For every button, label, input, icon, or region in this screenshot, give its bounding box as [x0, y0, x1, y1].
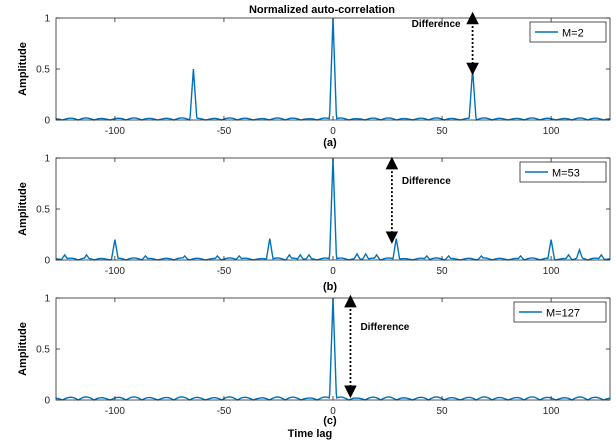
difference-label: Difference — [360, 322, 409, 333]
y-tick-label: 0 — [44, 256, 50, 267]
x-tick-label: 100 — [543, 266, 560, 277]
difference-label: Difference — [402, 176, 451, 187]
chart-panels: -100 -50 0 50 10000.51Amplitude(a)M=2Differe… — [17, 11, 611, 427]
legend-box — [529, 21, 607, 43]
x-tick-label: 0 — [330, 406, 336, 417]
x-tick-label: -50 — [217, 266, 232, 277]
y-tick-label: 0 — [44, 396, 50, 407]
x-tick-label: 50 — [436, 266, 448, 277]
panel-label: (c) — [323, 415, 337, 427]
legend-label: M=53 — [552, 168, 580, 180]
y-tick-label: 0 — [44, 116, 50, 127]
x-tick-label: 50 — [436, 126, 448, 137]
x-axis-label: Time lag — [288, 428, 332, 440]
legend-box — [513, 301, 607, 323]
y-tick-label: 1 — [44, 154, 50, 165]
panel-b: -100 -50 0 50 100 0 0.5 1 Amplitude (b) M=53 Differ… — [17, 154, 611, 293]
x-tick-label: 100 — [543, 126, 560, 137]
panel-a: -100 -50 0 50 100 0 0.5 1 Amplitude (a) M=2 Differe… — [17, 11, 611, 149]
y-axis-label: Amplitude — [17, 322, 29, 376]
y-tick-label: 0.5 — [36, 205, 50, 216]
legend-label: M=127 — [546, 308, 580, 320]
panel-label: (b) — [323, 281, 337, 293]
legend-label: M=2 — [562, 28, 584, 40]
x-tick-label: -100 — [105, 406, 125, 417]
x-tick-label: 0 — [330, 266, 336, 277]
panel-label: (a) — [323, 137, 337, 149]
x-tick-label: -50 — [217, 406, 232, 417]
y-axis-label: Amplitude — [17, 182, 29, 236]
chart-title: Normalized auto-correlation — [249, 4, 395, 16]
y-tick-label: 1 — [44, 14, 50, 25]
x-tick-label: -50 — [217, 126, 232, 137]
y-tick-label: 0.5 — [36, 345, 50, 356]
x-tick-label: 0 — [330, 126, 336, 137]
y-tick-label: 0.5 — [36, 65, 50, 76]
x-tick-label: -100 — [105, 266, 125, 277]
panel-c: -100 -50 0 50 100 0 0.5 1 Amplitude (c) M=127 Diffe… — [17, 294, 611, 427]
x-tick-label: 50 — [436, 406, 448, 417]
x-tick-label: 100 — [543, 406, 560, 417]
difference-label: Difference — [412, 19, 461, 30]
series-line-m-2 — [55, 17, 611, 121]
legend-box — [519, 161, 607, 183]
y-axis-label: Amplitude — [17, 42, 29, 96]
x-tick-label: -100 — [105, 126, 125, 137]
y-tick-label: 1 — [44, 294, 50, 305]
